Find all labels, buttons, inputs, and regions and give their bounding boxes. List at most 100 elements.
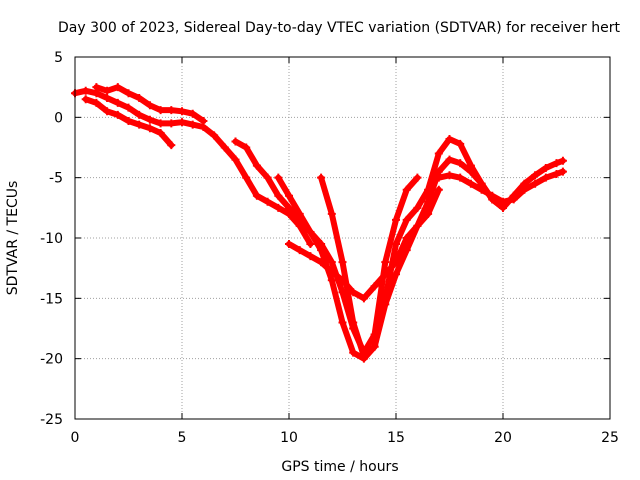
data-point (392, 240, 400, 249)
data-point (124, 89, 133, 98)
data-point (445, 135, 454, 144)
data-point (252, 191, 261, 200)
y-tick-label: -10 (40, 231, 63, 247)
chart-title: Day 300 of 2023, Sidereal Day-to-day VTE… (58, 20, 620, 36)
data-point (338, 258, 347, 267)
data-point (285, 240, 293, 249)
y-tick-label: 0 (54, 110, 63, 126)
series-line-sat-g (318, 156, 506, 360)
data-point (242, 143, 251, 152)
data-point (306, 240, 315, 249)
data-point (295, 246, 304, 255)
data-point (306, 252, 315, 261)
data-point (558, 156, 567, 165)
data-point (445, 155, 454, 164)
data-point (92, 83, 101, 92)
data-point (392, 215, 400, 224)
data-point (156, 129, 165, 138)
data-point (499, 197, 507, 206)
data-point (113, 98, 122, 107)
data-point (552, 159, 561, 168)
data-point (274, 173, 283, 182)
data-point (178, 118, 186, 127)
data-point (531, 171, 540, 180)
grid-lines (75, 57, 610, 419)
data-point (488, 191, 497, 200)
data-point (135, 110, 144, 119)
data-point (124, 103, 133, 112)
data-point (263, 173, 272, 182)
data-point (327, 276, 336, 285)
data-point (113, 110, 122, 119)
data-point (402, 215, 411, 224)
data-point (274, 191, 283, 200)
data-point (456, 159, 465, 168)
data-point (520, 185, 529, 194)
x-axis-label: GPS time / hours (281, 459, 398, 475)
x-tick-label: 10 (280, 430, 298, 446)
data-point (381, 258, 390, 267)
data-point (349, 318, 358, 327)
data-point (220, 143, 229, 152)
data-point (424, 197, 433, 206)
x-tick-label: 5 (178, 430, 187, 446)
y-tick-label: -25 (40, 412, 63, 428)
data-point (145, 115, 154, 124)
data-point (370, 282, 379, 291)
data-point (558, 167, 567, 176)
data-point (167, 106, 176, 115)
data-point (145, 101, 154, 110)
data-point (317, 258, 326, 267)
x-tick-label: 25 (601, 430, 619, 446)
data-point (231, 155, 240, 164)
data-point (541, 164, 550, 173)
data-point (456, 173, 465, 182)
data-point (103, 86, 112, 95)
data-point (156, 106, 165, 115)
data-point (434, 185, 443, 194)
data-point (381, 300, 390, 309)
x-tick-label: 0 (71, 430, 80, 446)
data-point (413, 173, 422, 182)
data-point (156, 119, 165, 128)
data-point (509, 195, 518, 204)
data-point (317, 240, 326, 249)
data-point (124, 116, 133, 125)
data-point (370, 342, 379, 351)
data-point (285, 191, 293, 200)
data-point (188, 120, 197, 129)
data-point (263, 197, 272, 206)
data-point (210, 131, 219, 140)
data-point (231, 137, 240, 146)
data-point (81, 95, 90, 104)
x-tick-label: 15 (387, 430, 405, 446)
data-point (103, 107, 112, 116)
data-point (477, 185, 486, 194)
data-point (413, 221, 422, 230)
data-point (552, 170, 561, 179)
data-point (92, 98, 101, 107)
series-line-sat-e (275, 174, 421, 356)
data-point (274, 203, 283, 212)
data-point (167, 141, 176, 150)
data-point (359, 352, 368, 361)
data-point (541, 173, 550, 182)
data-point (306, 227, 315, 236)
data-point (327, 209, 336, 218)
data-point (466, 167, 475, 176)
data-point (381, 270, 390, 279)
data-point (402, 246, 411, 255)
data-point (317, 173, 326, 182)
data-point (327, 267, 336, 276)
data-point (167, 119, 176, 128)
data-point (242, 173, 251, 182)
y-tick-label: -20 (40, 352, 63, 368)
data-point (466, 179, 475, 188)
series-line-sat-h (435, 168, 566, 205)
data-point (338, 318, 347, 327)
data-point (103, 94, 112, 103)
data-point (252, 161, 261, 170)
y-tick-label: -5 (49, 171, 63, 187)
data-point (434, 173, 443, 182)
